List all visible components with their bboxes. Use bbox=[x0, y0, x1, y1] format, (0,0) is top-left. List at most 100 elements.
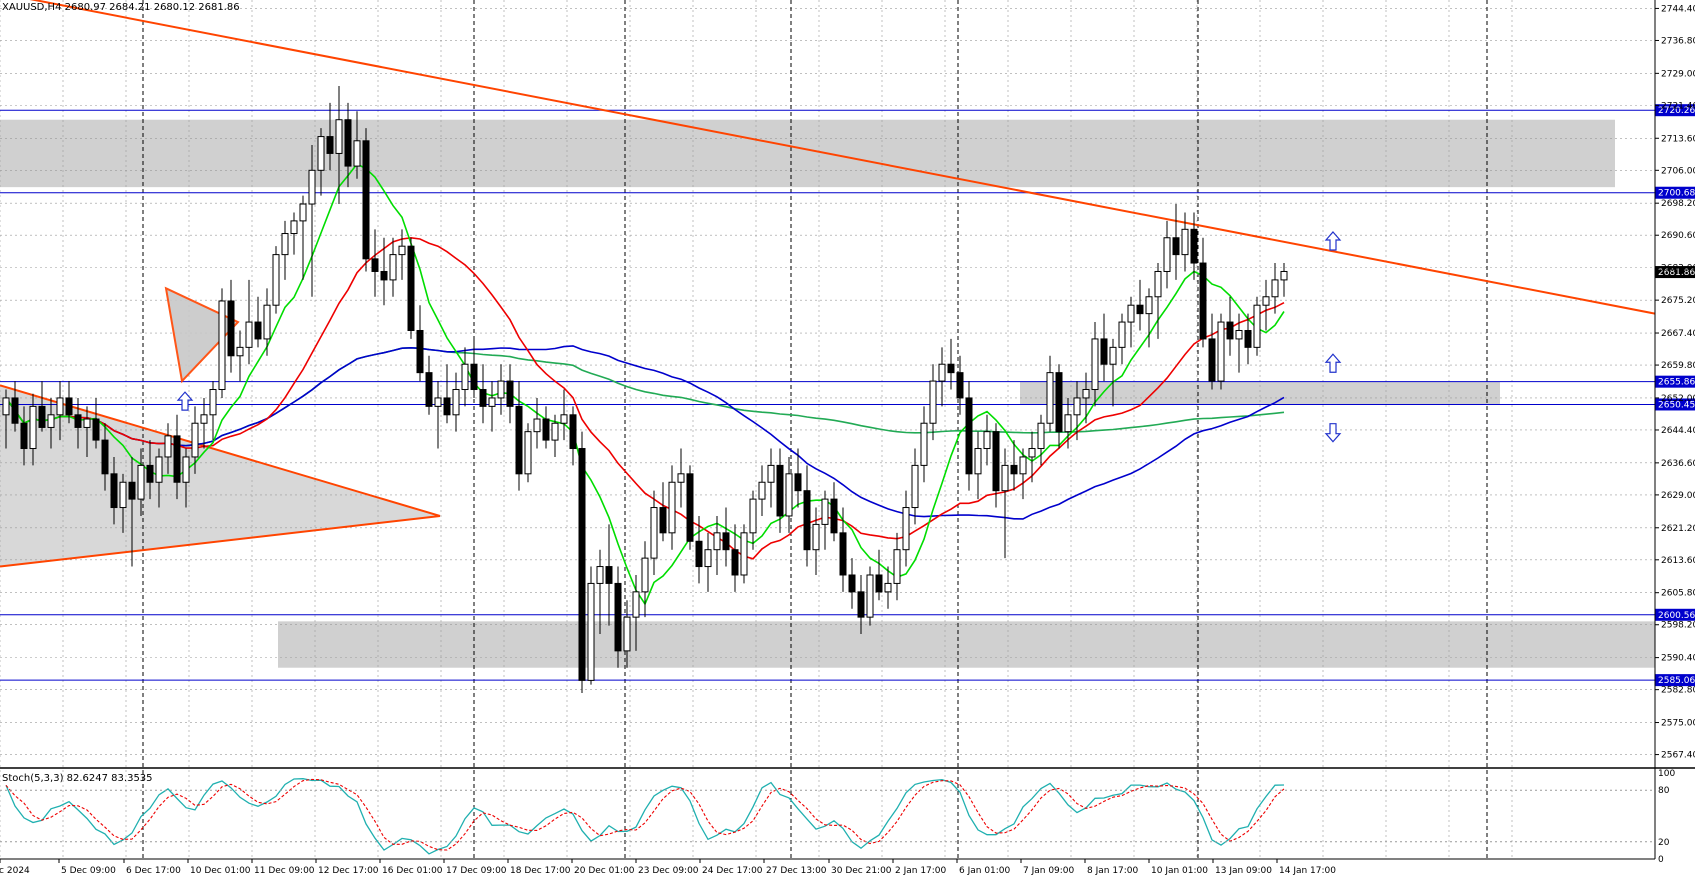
candle-body bbox=[2, 397, 10, 416]
candle-body bbox=[362, 140, 370, 260]
candle-body bbox=[227, 300, 235, 357]
candle-body bbox=[56, 397, 64, 416]
time-tick-label: 6 Dec 17:00 bbox=[126, 866, 181, 876]
candle-body bbox=[353, 140, 361, 167]
candle-body bbox=[668, 481, 676, 534]
candle-body bbox=[605, 566, 613, 584]
candle-body bbox=[992, 431, 1000, 492]
support-resistance-zones bbox=[0, 119, 1655, 668]
price-tick-label: 2659.80 bbox=[1661, 361, 1695, 371]
candle-body bbox=[65, 397, 73, 416]
price-tick-label: 2590.40 bbox=[1661, 654, 1695, 664]
signal-arrow-up bbox=[1324, 353, 1342, 373]
candle-body bbox=[722, 532, 730, 551]
time-tick-label: 23 Dec 09:00 bbox=[638, 866, 699, 876]
candle-body bbox=[587, 582, 595, 681]
candle-body bbox=[290, 220, 298, 235]
symbol-timeframe: XAUUSD,H4 bbox=[2, 2, 62, 13]
candle-body bbox=[866, 574, 874, 618]
chart-grid bbox=[0, 0, 1655, 859]
candle-body bbox=[1091, 338, 1099, 391]
candle-body bbox=[1190, 228, 1198, 264]
candle-body bbox=[1154, 270, 1162, 298]
price-axis: 2720.26 2700.68 2655.86 2650.45 2600.56 2585.… bbox=[1654, 0, 1695, 865]
stochastic-label: Stoch(5,3,3) 82.6247 83.3535 bbox=[2, 773, 153, 784]
candle-body bbox=[182, 456, 190, 483]
candle-body bbox=[344, 119, 352, 167]
price-tick-label: 2683.00 bbox=[1661, 263, 1695, 273]
time-tick-label: 2 Jan 17:00 bbox=[895, 866, 947, 876]
symbol-ohlc-header: XAUUSD,H4 2680.97 2684.21 2680.12 2681.8… bbox=[2, 2, 240, 13]
price-tick-label: 2713.60 bbox=[1661, 134, 1695, 144]
candle-body bbox=[1253, 304, 1261, 348]
candle-body bbox=[956, 372, 964, 399]
signal-arrow-up bbox=[176, 391, 194, 411]
candle-body bbox=[713, 532, 721, 551]
candle-body bbox=[425, 372, 433, 407]
candle-body bbox=[335, 119, 343, 154]
candle-body bbox=[245, 321, 253, 348]
price-tick-label: 2605.80 bbox=[1661, 589, 1695, 599]
candle-body bbox=[578, 448, 586, 681]
candle-body bbox=[794, 473, 802, 492]
candle-body bbox=[218, 300, 226, 391]
candle-body bbox=[101, 439, 109, 475]
horizontal-levels bbox=[0, 109, 1655, 681]
candle-body bbox=[1163, 237, 1171, 272]
candle-body bbox=[1217, 321, 1225, 382]
candle-body bbox=[965, 397, 973, 475]
candle-body bbox=[308, 169, 316, 205]
price-tick-label: 2644.40 bbox=[1661, 426, 1695, 436]
candle-body bbox=[74, 414, 82, 428]
stochastic-tick: 100 bbox=[1658, 769, 1675, 779]
candle-body bbox=[749, 498, 757, 534]
candle-body bbox=[1028, 448, 1036, 458]
candle-body bbox=[128, 481, 136, 500]
candle-body bbox=[902, 507, 910, 551]
time-tick-label: 16 Dec 01:00 bbox=[382, 866, 443, 876]
candle-body bbox=[893, 549, 901, 584]
price-tick-label: 2690.60 bbox=[1661, 231, 1695, 241]
signal-arrow-up bbox=[1324, 231, 1342, 251]
time-tick-label: 20 Dec 01:00 bbox=[574, 866, 635, 876]
candle-body bbox=[1136, 304, 1144, 315]
price-tick-label: 2582.80 bbox=[1661, 686, 1695, 696]
candle-body bbox=[875, 574, 883, 593]
candle-body bbox=[497, 380, 505, 399]
candle-body bbox=[38, 405, 46, 428]
candle-body bbox=[1181, 228, 1189, 256]
time-tick-label: 10 Dec 01:00 bbox=[190, 866, 251, 876]
candle-body bbox=[200, 414, 208, 424]
level-label: 2700.68 bbox=[1658, 189, 1695, 199]
candle-body bbox=[443, 397, 451, 416]
candle-body bbox=[632, 591, 640, 618]
candle-body bbox=[821, 498, 829, 525]
candle-body bbox=[29, 405, 37, 450]
candle-body bbox=[1262, 296, 1270, 306]
candle-body bbox=[596, 566, 604, 584]
candle-body bbox=[272, 254, 280, 306]
price-tick-label: 2698.20 bbox=[1661, 199, 1695, 209]
price-tick-label: 2652.00 bbox=[1661, 394, 1695, 404]
time-tick-label: 13 Jan 09:00 bbox=[1215, 866, 1272, 876]
candle-body bbox=[677, 473, 685, 483]
current-price-label: 2681.86 bbox=[1658, 268, 1695, 278]
candle-body bbox=[551, 422, 559, 441]
price-tick-label: 2629.00 bbox=[1661, 491, 1695, 501]
candle-body bbox=[83, 418, 91, 428]
price-tick-label: 2598.20 bbox=[1661, 621, 1695, 631]
candle-body bbox=[812, 523, 820, 551]
candle-body bbox=[830, 498, 838, 534]
candle-body bbox=[173, 435, 181, 483]
candle-body bbox=[209, 389, 217, 416]
candle-body bbox=[1082, 389, 1090, 399]
candle-body bbox=[542, 418, 550, 441]
candle-body bbox=[659, 507, 667, 534]
level-tag bbox=[1655, 104, 1695, 117]
candle-body bbox=[938, 363, 946, 382]
candle-body bbox=[776, 464, 784, 517]
candle-body bbox=[1208, 338, 1216, 382]
candle-body bbox=[47, 414, 55, 428]
candle-body bbox=[767, 464, 775, 483]
